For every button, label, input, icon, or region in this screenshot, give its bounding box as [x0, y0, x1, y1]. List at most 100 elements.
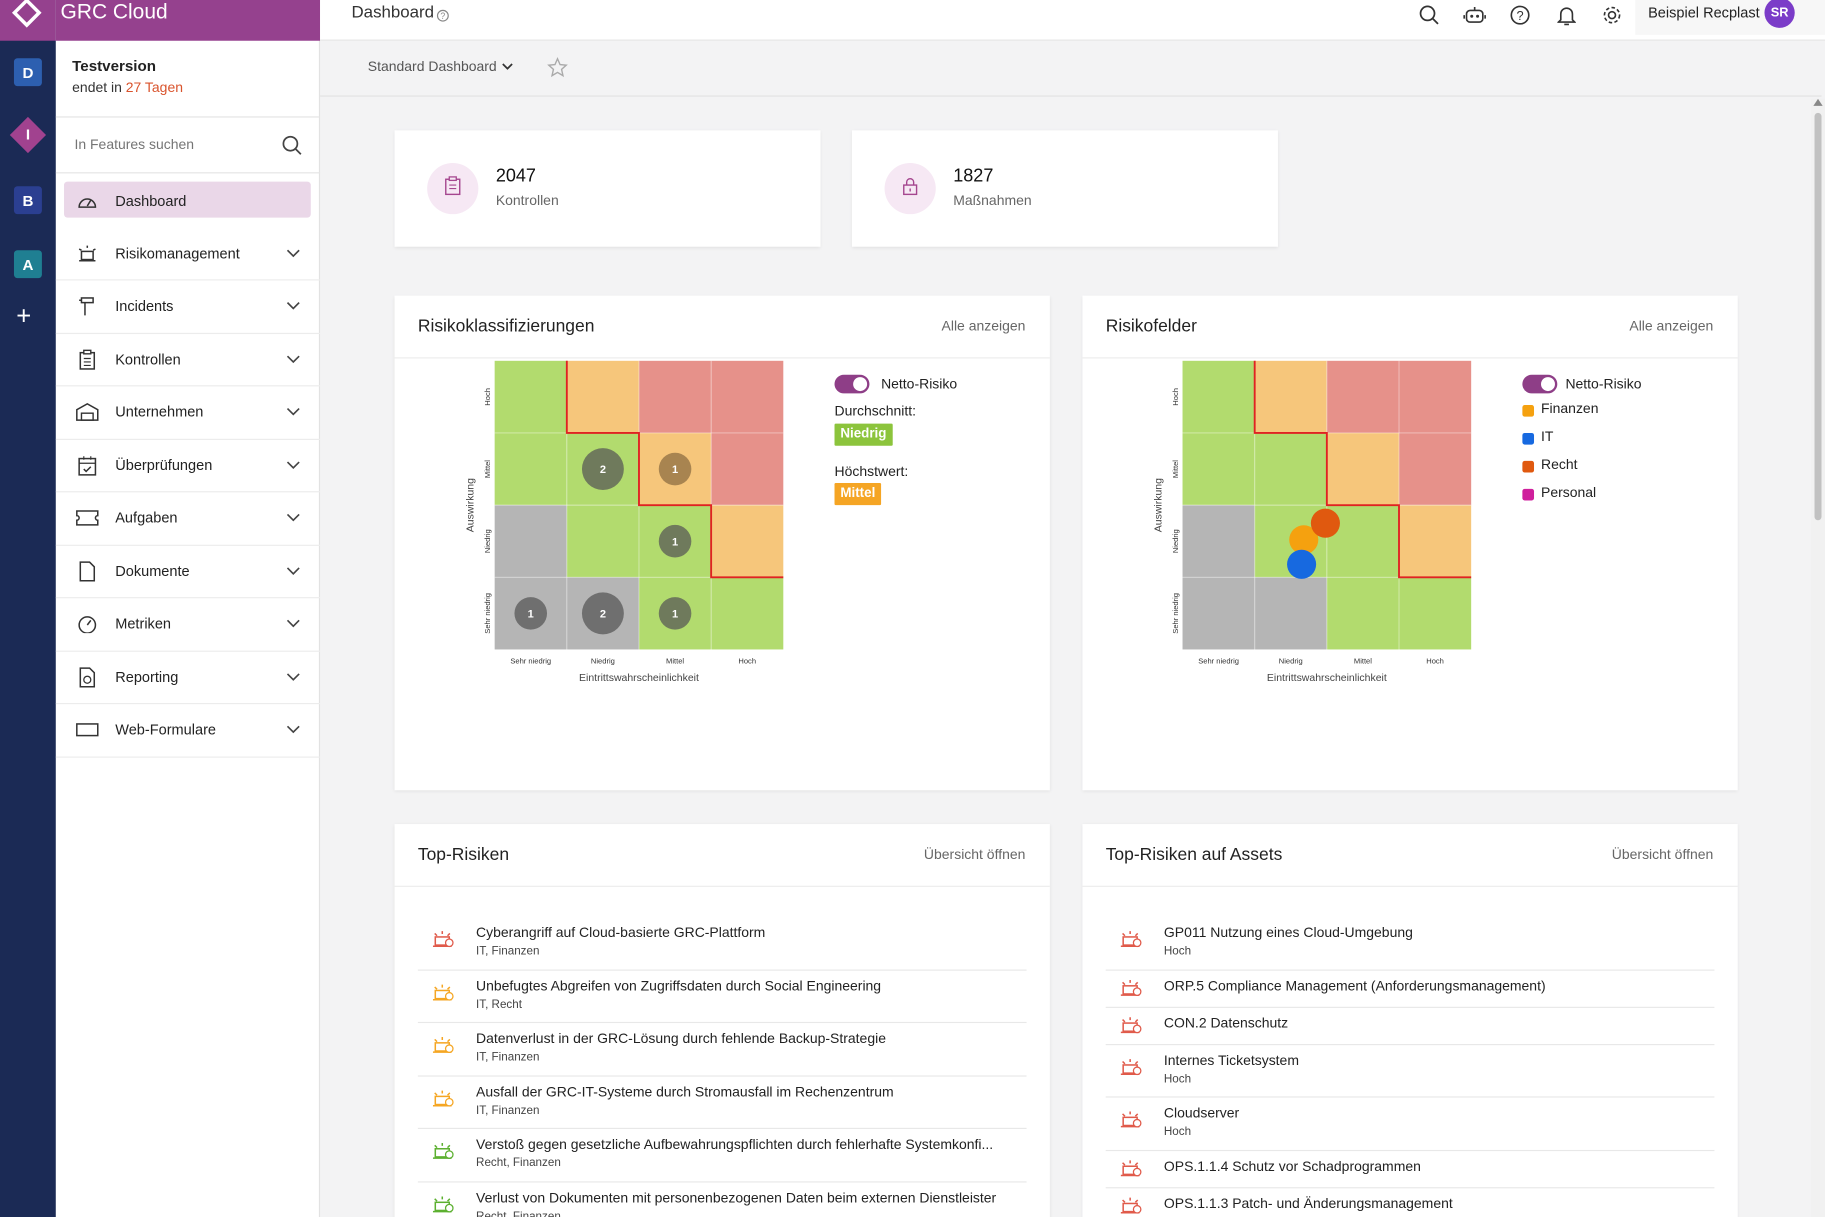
asset-risk-row[interactable]: OPS.1.1.3 Patch- und Änderungsmanagement — [1106, 1188, 1715, 1217]
asset-risk-row[interactable]: Cloudserver Hoch — [1105, 1098, 1715, 1151]
chevron-down-icon[interactable] — [286, 667, 300, 688]
risk-count-bubble[interactable] — [658, 597, 692, 630]
risk-fields-matrix: Sehr niedrig Niedrig Mittel Hoch Sehr niedri… — [1154, 360, 1472, 684]
sidebar-item-incidents[interactable]: Incidents — [55, 280, 321, 334]
search-icon[interactable] — [1418, 3, 1441, 26]
open-overview-link[interactable]: Übersicht öffnen — [923, 846, 1026, 863]
add-workspace-button[interactable]: + — [16, 301, 32, 331]
finanzen-risk-dot[interactable] — [1289, 525, 1319, 555]
gear-icon[interactable] — [1600, 3, 1623, 26]
chevron-down-icon[interactable] — [286, 243, 300, 264]
chevron-down-icon[interactable] — [286, 402, 300, 423]
sidebar-item-label: Überprüfungen — [115, 457, 213, 474]
stat-value: 1827 — [953, 166, 994, 187]
stat-card-kontrollen[interactable]: 2047 Kontrollen — [394, 130, 821, 247]
sidebar-item-dashboard[interactable]: Dashboard — [56, 175, 320, 228]
asset-risk-level: Hoch — [1163, 1125, 1192, 1139]
matrix-cell — [711, 505, 784, 578]
top-risk-row[interactable]: Datenverlust in der GRC-Lösung durch feh… — [417, 1023, 1027, 1077]
asset-risk-row[interactable]: ORP.5 Compliance Management (Anforderung… — [1105, 970, 1715, 1008]
sidebar-item-reporting[interactable]: Reporting — [55, 651, 321, 705]
risk-count-label: 1 — [672, 536, 678, 548]
robot-icon[interactable] — [1463, 3, 1486, 26]
x-tick-label: Mittel — [1354, 656, 1372, 665]
asset-risk-row[interactable]: GP011 Nutzung eines Cloud-Umgebung Hoch — [1105, 917, 1715, 971]
dashboard-selector[interactable]: Standard Dashboard — [368, 58, 513, 74]
matrix-cell — [1326, 505, 1400, 578]
stat-card-massnahmen[interactable]: 1827 Maßnahmen — [851, 130, 1278, 247]
divider — [55, 116, 321, 118]
risk-count-bubble[interactable] — [658, 524, 692, 558]
search-icon[interactable] — [282, 135, 303, 162]
workspace-a-button[interactable]: A — [13, 250, 42, 279]
clipboard-icon — [445, 176, 461, 202]
top-risk-row[interactable]: Ausfall der GRC-IT-Systeme durch Stromau… — [417, 1076, 1027, 1129]
risk-count-bubble[interactable] — [581, 592, 624, 635]
workspace-b-button[interactable]: B — [13, 186, 42, 215]
legend-label: Personal — [1541, 484, 1597, 501]
sidebar-item-metriken[interactable]: Metriken — [55, 598, 321, 652]
risk-title: Cyberangriff auf Cloud-basierte GRC-Plat… — [476, 924, 766, 941]
sidebar-item-label: Dokumente — [115, 563, 190, 580]
top-risk-row[interactable]: Verstoß gegen gesetzliche Aufbewahrungsp… — [417, 1129, 1027, 1182]
chevron-down-icon[interactable] — [286, 455, 300, 476]
bell-icon[interactable] — [1555, 3, 1578, 26]
asset-risk-row[interactable]: Internes Ticketsystem Hoch — [1105, 1045, 1715, 1098]
top-risk-row[interactable]: Cyberangriff auf Cloud-basierte GRC-Plat… — [417, 917, 1027, 971]
risk-title: Verlust von Dokumenten mit personenbezog… — [476, 1188, 997, 1206]
sidebar-item-aufgaben[interactable]: Aufgaben — [55, 492, 321, 546]
chevron-down-icon[interactable] — [286, 720, 300, 741]
chevron-down-icon[interactable] — [286, 561, 300, 582]
sidebar-item-unternehmen[interactable]: Unternehmen — [55, 386, 321, 440]
risk-count-bubble[interactable] — [658, 452, 692, 486]
asset-title: Cloudserver — [1163, 1104, 1240, 1121]
user-menu[interactable]: Beispiel Recplast SR — [1635, 0, 1825, 35]
show-all-link[interactable]: Alle anzeigen — [1629, 317, 1714, 335]
sidebar-item-web-formulare[interactable]: Web-Formulare — [55, 704, 321, 758]
asset-risk-row[interactable]: CON.2 Datenschutz — [1105, 1007, 1715, 1045]
open-overview-link[interactable]: Übersicht öffnen — [1611, 846, 1714, 863]
x-axis-label: Eintrittswahrscheinlichkeit — [579, 673, 699, 684]
asset-risk-row[interactable]: OPS.1.1.4 Schutz vor Schadprogrammen — [1105, 1151, 1715, 1188]
scroll-up-arrow[interactable] — [1813, 98, 1823, 106]
form-icon — [76, 718, 99, 741]
sidebar-item-kontrollen[interactable]: Kontrollen — [55, 333, 321, 387]
show-all-link[interactable]: Alle anzeigen — [941, 317, 1026, 335]
chevron-down-icon[interactable] — [286, 349, 300, 370]
avatar[interactable]: SR — [1764, 0, 1795, 28]
app-rail: D I B A + — [0, 0, 56, 1217]
matrix-cell — [711, 577, 784, 650]
card-title: Risikoklassifizierungen — [417, 316, 595, 337]
netto-risk-toggle[interactable] — [834, 374, 870, 394]
it-risk-dot[interactable] — [1287, 549, 1317, 579]
risk-count-bubble[interactable] — [581, 448, 624, 491]
netto-risk-toggle[interactable] — [1522, 374, 1558, 394]
top-risk-row[interactable]: Verlust von Dokumenten mit personenbezog… — [418, 1182, 1027, 1217]
feature-search-input[interactable] — [74, 136, 308, 153]
page-scrollbar[interactable] — [1811, 98, 1825, 1217]
risk-title: Datenverlust in der GRC-Lösung durch feh… — [476, 1030, 886, 1047]
alarm-icon — [76, 242, 99, 265]
recht-risk-dot[interactable] — [1310, 508, 1340, 538]
sidebar-item-dokumente[interactable]: Dokumente — [55, 545, 321, 599]
sidebar-item-risikomanagement[interactable]: Risikomanagement — [55, 228, 321, 281]
favorite-star-icon[interactable] — [547, 57, 568, 84]
top-risk-row[interactable]: Unbefugtes Abgreifen von Zugriffsdaten d… — [417, 970, 1027, 1024]
top-asset-risks-card: Top-Risiken auf Assets Übersicht öffnen … — [1082, 824, 1738, 1217]
chevron-down-icon[interactable] — [286, 614, 300, 635]
stat-label: Maßnahmen — [953, 192, 1032, 209]
chevron-down-icon[interactable] — [286, 508, 300, 529]
scroll-thumb[interactable] — [1814, 112, 1822, 521]
help-circle-icon[interactable]: ? — [436, 7, 449, 28]
x-tick-label: Niedrig — [1279, 656, 1303, 665]
sidebar-item-ueberpruefungen[interactable]: Überprüfungen — [55, 439, 321, 493]
card-header: Risikoklassifizierungen Alle anzeigen — [394, 296, 1050, 359]
chevron-down-icon[interactable] — [286, 296, 300, 317]
workspace-d-button[interactable]: D — [13, 58, 42, 87]
top-bar: Dashboard ? ? Beispiel Recplast SR — [320, 0, 1825, 41]
workspace-i-label: I — [25, 125, 31, 144]
asset-risk-level: Hoch — [1163, 1072, 1192, 1086]
risk-count-bubble[interactable] — [514, 597, 548, 630]
workspace-i-button[interactable]: I — [9, 116, 47, 154]
help-icon[interactable]: ? — [1508, 3, 1531, 26]
